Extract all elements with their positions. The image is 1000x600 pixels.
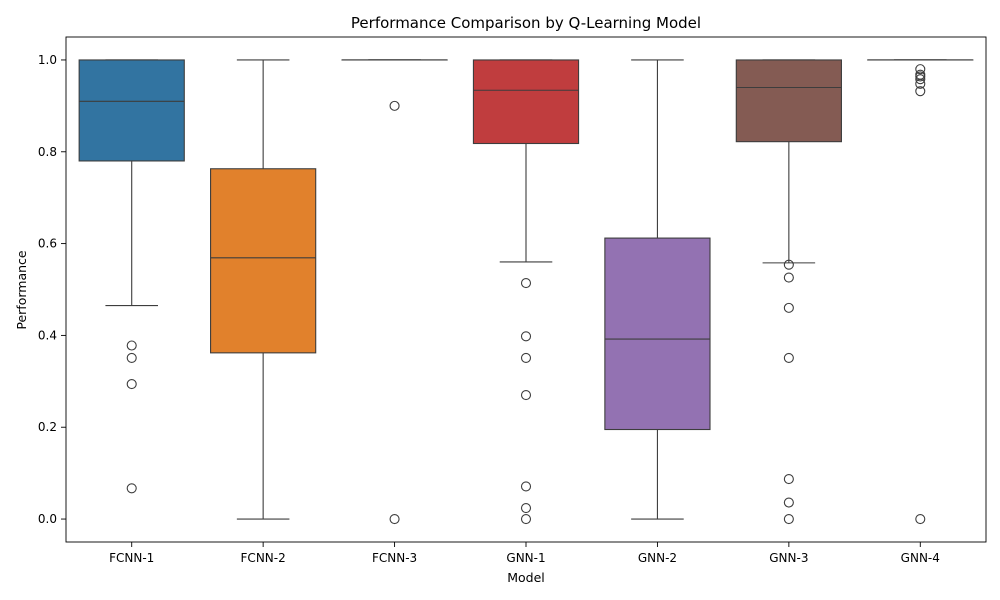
outlier-point xyxy=(915,74,926,85)
outlier-point xyxy=(520,278,532,289)
outlier-point xyxy=(783,302,794,313)
outlier-point xyxy=(783,272,794,283)
outlier-point xyxy=(783,352,794,363)
y-tick-label: 1.0 xyxy=(38,53,57,67)
x-tick-label: GNN-2 xyxy=(638,551,677,565)
outlier-point xyxy=(389,100,400,111)
outlier-point xyxy=(915,86,926,97)
outlier-point xyxy=(389,513,400,525)
outlier-point xyxy=(520,502,532,514)
x-tick-label: GNN-1 xyxy=(506,551,545,565)
outlier-point xyxy=(126,352,137,363)
outlier-point xyxy=(520,390,532,401)
outlier-point xyxy=(520,513,532,525)
box-iqr xyxy=(604,237,711,431)
outlier-point xyxy=(783,474,794,485)
y-tick-label: 0.2 xyxy=(38,420,57,434)
outlier-point xyxy=(520,481,532,492)
box-iqr xyxy=(472,59,580,145)
box-iqr xyxy=(78,59,185,162)
y-tick-label: 0.8 xyxy=(38,145,57,159)
outlier-point xyxy=(915,513,926,525)
y-axis: 0.0 0.2 0.4 0.6 0.8 1.0 xyxy=(38,53,66,526)
box-iqr xyxy=(210,168,317,354)
x-axis-label: Model xyxy=(507,570,545,585)
outlier-point xyxy=(915,71,926,82)
outlier-point xyxy=(126,379,137,390)
outlier-point xyxy=(126,483,137,494)
outlier-point xyxy=(783,497,794,508)
outlier-point xyxy=(126,340,137,351)
x-axis: FCNN-1 FCNN-2 FCNN-3 GNN-1 GNN-2 GNN-3 GNN-4 xyxy=(109,542,940,565)
x-tick-label: FCNN-3 xyxy=(372,551,417,565)
box-fcnn-1 xyxy=(78,59,185,494)
y-tick-label: 0.6 xyxy=(38,237,57,251)
x-tick-label: FCNN-1 xyxy=(109,551,154,565)
y-tick-label: 0.4 xyxy=(38,328,57,342)
box-gnn-2 xyxy=(604,59,711,520)
box-gnn-3 xyxy=(735,59,842,525)
x-tick-label: FCNN-2 xyxy=(241,551,286,565)
y-tick-label: 0.0 xyxy=(38,512,57,526)
outlier-point xyxy=(783,259,794,270)
box-fcnn-2 xyxy=(210,59,317,520)
outlier-point xyxy=(520,331,532,342)
outlier-point xyxy=(520,352,532,363)
x-tick-label: GNN-4 xyxy=(901,551,940,565)
box-gnn-4 xyxy=(867,59,974,525)
y-axis-label: Performance xyxy=(14,250,29,330)
x-tick-label: GNN-3 xyxy=(769,551,808,565)
box-gnn-1 xyxy=(472,59,580,525)
plot-area xyxy=(78,59,974,525)
outlier-point xyxy=(915,64,926,75)
box-fcnn-3 xyxy=(341,59,448,525)
box-iqr xyxy=(735,59,842,143)
outlier-point xyxy=(783,513,794,525)
outlier-point xyxy=(915,78,926,89)
chart-title: Performance Comparison by Q-Learning Mod… xyxy=(351,14,701,32)
